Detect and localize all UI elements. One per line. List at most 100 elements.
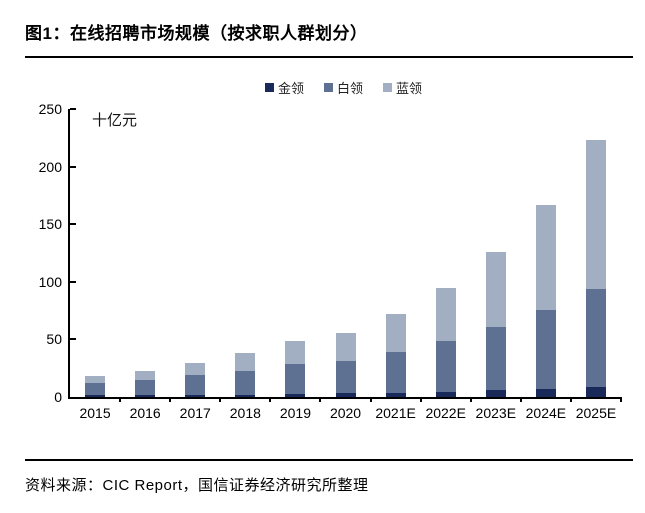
bar-group bbox=[471, 109, 521, 397]
x-tick-label: 2017 bbox=[179, 405, 211, 421]
bars-row bbox=[70, 109, 621, 397]
bar-segment bbox=[535, 388, 556, 397]
stacked-bar bbox=[335, 333, 356, 397]
stacked-bar bbox=[385, 314, 406, 397]
bar-segment bbox=[185, 363, 206, 375]
bar-segment bbox=[235, 353, 256, 372]
bar-group bbox=[371, 109, 421, 397]
bar-segment bbox=[285, 393, 306, 397]
bar-segment bbox=[585, 288, 606, 387]
source-divider bbox=[25, 459, 633, 461]
x-tick-mark bbox=[519, 397, 522, 402]
x-tick-mark bbox=[269, 397, 272, 402]
x-tick-label: 2022E bbox=[425, 405, 466, 421]
legend-swatch-icon bbox=[264, 83, 274, 92]
x-tick-mark bbox=[419, 397, 422, 402]
bar-segment bbox=[135, 394, 156, 397]
bar-group bbox=[70, 109, 120, 397]
y-axis-unit-label: 十亿元 bbox=[92, 112, 138, 129]
bar-segment bbox=[85, 395, 106, 397]
y-tick-mark bbox=[70, 280, 76, 283]
x-tick-label: 2016 bbox=[129, 405, 161, 421]
bar-segment bbox=[435, 391, 456, 397]
legend-label: 蓝领 bbox=[396, 81, 423, 96]
y-tick-label: 200 bbox=[38, 158, 62, 175]
bar-segment bbox=[535, 310, 556, 389]
bar-segment bbox=[235, 394, 256, 397]
bar-segment bbox=[485, 390, 506, 397]
x-tick-label: 2021E bbox=[375, 405, 416, 421]
x-tick-label: 2019 bbox=[279, 405, 311, 421]
bar-segment bbox=[285, 363, 306, 394]
bar-segment bbox=[435, 287, 456, 342]
legend-swatch-icon bbox=[383, 83, 392, 92]
stacked-bar bbox=[135, 370, 156, 397]
source-note: 资料来源：CIC Report，国信证券经济研究所整理 bbox=[25, 477, 369, 494]
stacked-bar bbox=[285, 341, 306, 397]
y-tick-label: 0 bbox=[54, 389, 62, 405]
bar-segment bbox=[585, 386, 606, 397]
x-tick-mark bbox=[119, 397, 122, 402]
x-tick-label: 2024E bbox=[525, 405, 567, 421]
bar-group bbox=[120, 109, 170, 397]
bar-segment bbox=[135, 379, 156, 395]
bar-segment bbox=[85, 382, 106, 396]
y-tick-mark bbox=[70, 165, 76, 168]
stacked-bar bbox=[435, 287, 456, 397]
x-tick-label: 2023E bbox=[475, 405, 517, 421]
y-tick-mark bbox=[70, 108, 76, 110]
bar-segment bbox=[485, 252, 506, 327]
bar-segment bbox=[485, 326, 506, 391]
bar-segment bbox=[285, 341, 306, 364]
x-tick-label: 2015 bbox=[79, 405, 111, 421]
x-axis-labels: 2015 2016 2017 2018 2019 2020 2021E 2022E 2023E 2… bbox=[70, 405, 621, 421]
x-tick-mark bbox=[569, 397, 572, 402]
chart-legend: 金领 白领 蓝领 bbox=[68, 78, 619, 97]
bar-group bbox=[571, 109, 621, 397]
y-tick-label: 250 bbox=[38, 101, 62, 117]
y-tick-label: 50 bbox=[46, 331, 62, 348]
bar-group bbox=[421, 109, 471, 397]
bar-segment bbox=[385, 392, 406, 397]
y-tick-mark bbox=[70, 223, 76, 226]
legend-label: 白领 bbox=[336, 81, 363, 96]
y-tick-label: 150 bbox=[38, 216, 62, 233]
x-tick-mark bbox=[219, 397, 222, 402]
x-tick-mark bbox=[369, 397, 372, 402]
x-tick-mark bbox=[319, 397, 322, 402]
bar-segment bbox=[535, 204, 556, 311]
bar-segment bbox=[385, 314, 406, 353]
y-tick-label: 100 bbox=[38, 273, 62, 290]
bar-segment bbox=[335, 360, 356, 393]
figure-title: 图1：在线招聘市场规模（按求职人群划分） bbox=[25, 24, 368, 43]
bar-group bbox=[320, 109, 370, 397]
x-tick-mark bbox=[620, 397, 622, 402]
bar-segment bbox=[435, 341, 456, 392]
chart-plot-area: 十亿元 2015 2016 2017 2018 2019 2020 2021E 2022E 20… bbox=[39, 101, 622, 421]
stacked-bar bbox=[485, 252, 506, 397]
bar-segment bbox=[385, 352, 406, 393]
y-tick-mark bbox=[70, 338, 76, 341]
stacked-bar bbox=[85, 375, 106, 397]
legend-label: 金领 bbox=[277, 81, 304, 96]
x-tick-label: 2020 bbox=[329, 405, 362, 421]
bar-segment bbox=[135, 370, 156, 380]
bar-segment bbox=[335, 392, 356, 397]
bar-segment bbox=[85, 375, 106, 383]
stacked-bar bbox=[535, 204, 556, 397]
bar-segment bbox=[235, 371, 256, 395]
legend-item: 白领 bbox=[323, 78, 363, 97]
x-tick-label: 2018 bbox=[229, 405, 261, 421]
bar-segment bbox=[185, 374, 206, 395]
title-divider bbox=[25, 56, 633, 58]
bar-segment bbox=[585, 140, 606, 289]
bar-segment bbox=[335, 333, 356, 361]
bar-group bbox=[170, 109, 220, 397]
stacked-bar bbox=[185, 363, 206, 397]
x-tick-mark bbox=[169, 397, 172, 402]
stacked-bar bbox=[585, 140, 606, 397]
legend-item: 蓝领 bbox=[383, 78, 422, 97]
bar-group bbox=[270, 109, 320, 397]
stacked-bar bbox=[235, 353, 256, 397]
